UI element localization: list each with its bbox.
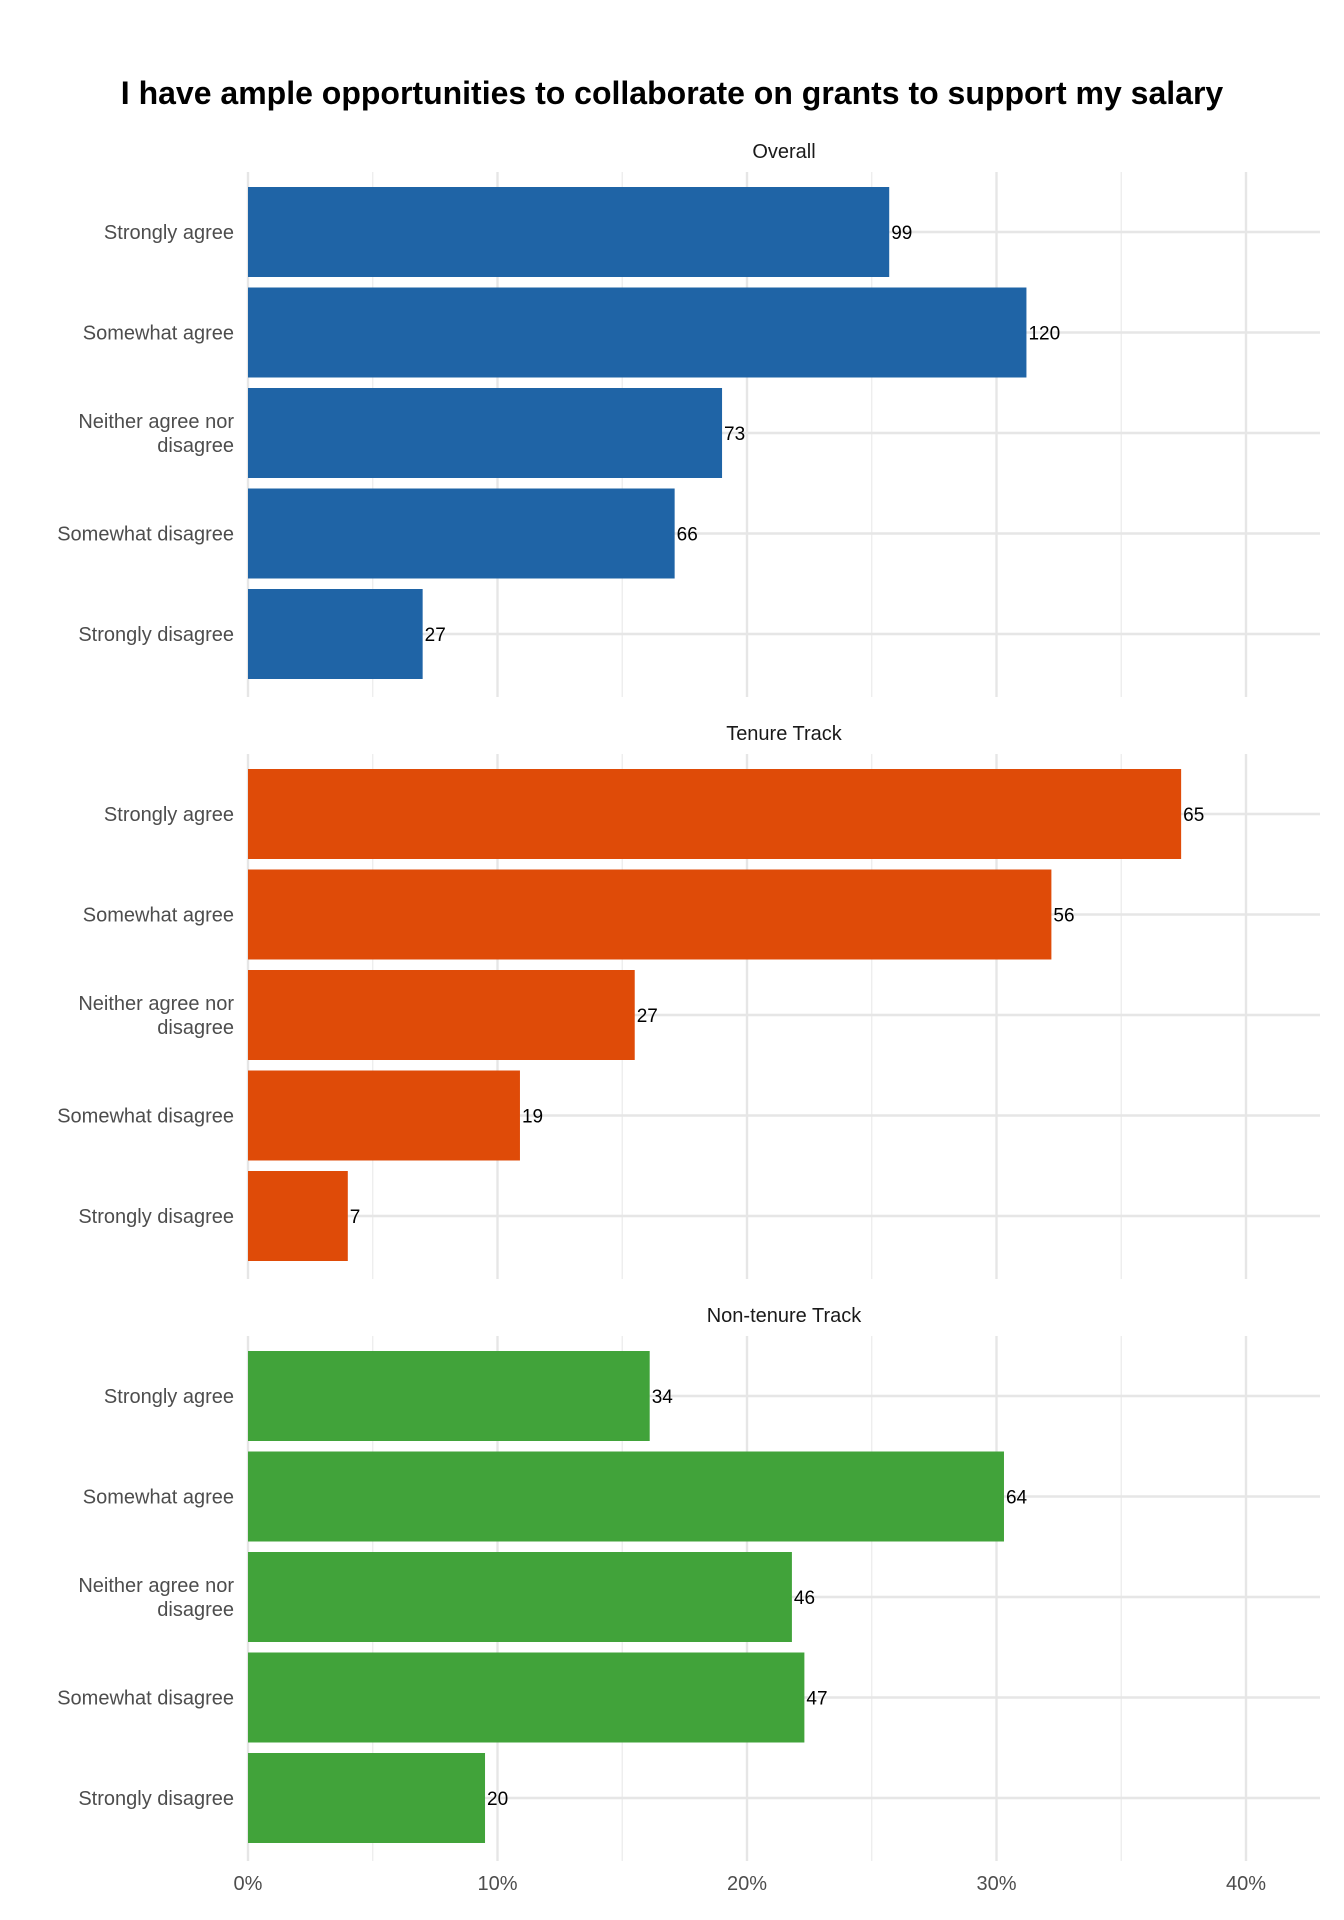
bar-value-label: 20 <box>487 1789 508 1810</box>
bar-value-label: 56 <box>1053 906 1074 927</box>
bar <box>248 1451 1004 1542</box>
bar-value-label: 46 <box>794 1588 815 1609</box>
category-label: Neither agree nor <box>78 1575 234 1597</box>
panel-strip-label: Non-tenure Track <box>707 1305 863 1327</box>
panel-1: Tenure Track 65 Strongly agree 56 Somewhat a… <box>57 723 1320 1279</box>
category-label: disagree <box>157 435 234 457</box>
bar-value-label: 65 <box>1183 805 1204 826</box>
category-label: Somewhat disagree <box>57 1106 234 1128</box>
category-label: disagree <box>157 1017 234 1039</box>
x-tick-label: 30% <box>976 1873 1016 1895</box>
category-label: Strongly agree <box>104 1386 234 1408</box>
category-label: Strongly agree <box>104 804 234 826</box>
bar <box>248 388 723 478</box>
bar-value-label: 27 <box>425 625 446 646</box>
category-label: Strongly disagree <box>78 1206 234 1228</box>
bar <box>248 187 890 277</box>
category-label: Somewhat disagree <box>57 1688 234 1710</box>
bar-value-label: 47 <box>806 1689 827 1710</box>
bar <box>248 869 1052 960</box>
x-tick-label: 40% <box>1226 1873 1266 1895</box>
bar <box>248 769 1182 859</box>
bar <box>248 589 423 679</box>
category-label: Neither agree nor <box>78 411 234 433</box>
category-label: Strongly agree <box>104 222 234 244</box>
category-label: Somewhat agree <box>83 1487 234 1509</box>
bar-value-label: 66 <box>677 525 698 546</box>
chart-title: I have ample opportunities to collaborat… <box>121 75 1224 111</box>
bar-value-label: 73 <box>724 424 745 445</box>
x-tick-label: 10% <box>477 1873 517 1895</box>
category-label: Strongly disagree <box>78 624 234 646</box>
bar <box>248 1171 348 1261</box>
category-label: Somewhat agree <box>83 905 234 927</box>
category-label: Strongly disagree <box>78 1788 234 1810</box>
bar-value-label: 34 <box>652 1387 674 1408</box>
bar <box>248 1552 792 1642</box>
category-label: Somewhat agree <box>83 323 234 345</box>
panel-strip-label: Tenure Track <box>726 723 843 745</box>
x-tick-label: 20% <box>727 1873 767 1895</box>
panel-2: Non-tenure Track 34 Strongly agree 64 Somewh… <box>57 1305 1320 1861</box>
category-label: disagree <box>157 1599 234 1621</box>
bar <box>248 1351 650 1441</box>
bar <box>248 488 675 579</box>
bar-value-label: 64 <box>1006 1488 1028 1509</box>
x-tick-label: 0% <box>234 1873 263 1895</box>
panel-strip-label: Overall <box>752 141 815 163</box>
panel-0: Overall 99 Strongly agree 120 Somewhat agree… <box>57 141 1320 697</box>
bar-value-label: 120 <box>1028 324 1060 345</box>
bar-value-label: 99 <box>891 223 912 244</box>
bar-value-label: 7 <box>350 1207 361 1228</box>
category-label: Somewhat disagree <box>57 524 234 546</box>
bar <box>248 1070 520 1161</box>
bar <box>248 287 1027 378</box>
bar-value-label: 27 <box>637 1006 658 1027</box>
bar <box>248 970 635 1060</box>
category-label: Neither agree nor <box>78 993 234 1015</box>
bar <box>248 1652 805 1743</box>
bar <box>248 1753 486 1843</box>
bar-value-label: 19 <box>522 1107 543 1128</box>
